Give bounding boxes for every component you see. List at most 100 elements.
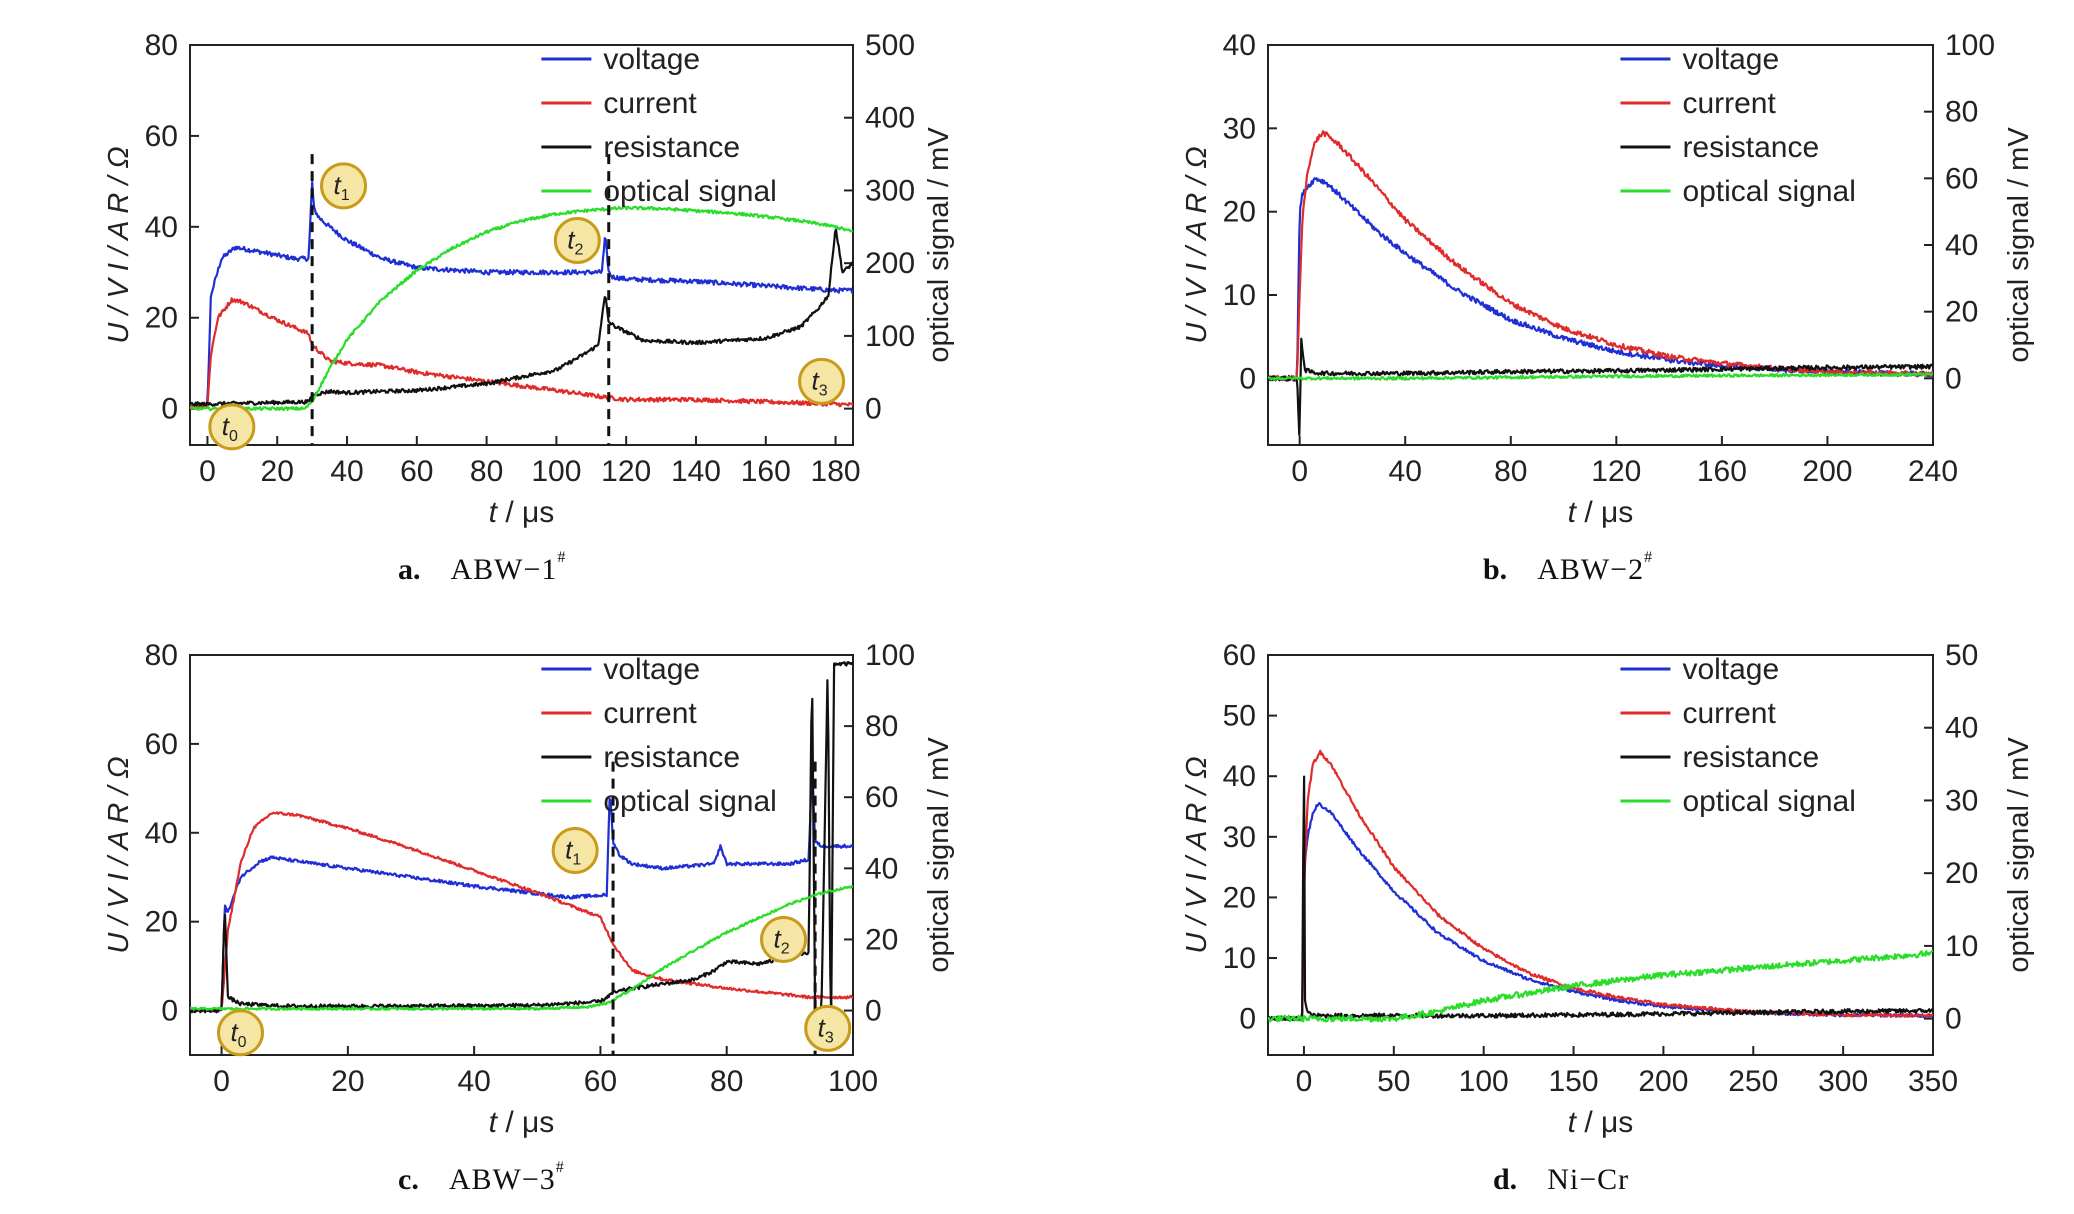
y-left-axis-label: U / V I / A R / Ω xyxy=(103,756,135,953)
time-marker-label: t1 xyxy=(565,835,581,869)
caption-name: ABW−1 xyxy=(450,553,558,586)
x-tick-label: 80 xyxy=(470,455,503,488)
time-marker-symbol: t xyxy=(333,170,342,200)
x-tick-label: 40 xyxy=(330,455,363,488)
time-marker-badge xyxy=(804,1004,852,1052)
y-left-axis-label: U / V I / A R / Ω xyxy=(1181,146,1213,343)
plot-frame xyxy=(1267,654,1934,1056)
time-marker-symbol: t xyxy=(565,835,574,865)
y-right-tick-label: 200 xyxy=(865,247,915,280)
x-axis-label: t / μs xyxy=(1568,1106,1634,1139)
legend-label: resistance xyxy=(1682,131,1819,164)
x-tick-label: 300 xyxy=(1818,1065,1868,1098)
time-marker-label: t0 xyxy=(230,1017,246,1051)
x-tick-label: 150 xyxy=(1549,1065,1599,1098)
caption-c: c. ABW−3# xyxy=(398,1159,564,1197)
x-tick-label: 0 xyxy=(1291,455,1308,488)
legend-label: resistance xyxy=(1682,741,1819,774)
caption-b: b. ABW−2# xyxy=(1483,549,1652,587)
time-marker-symbol: t xyxy=(773,923,782,953)
y-left-tick-label: 0 xyxy=(161,995,178,1028)
y-right-tick-label: 100 xyxy=(865,639,915,672)
x-tick-label: 240 xyxy=(1908,455,1958,488)
x-axis-label-unit: / μs xyxy=(1576,1106,1633,1139)
series-line-resistance xyxy=(190,661,853,1018)
time-marker-subscript: 3 xyxy=(819,382,828,399)
x-tick-label: 120 xyxy=(601,455,651,488)
x-tick-label: 350 xyxy=(1908,1065,1958,1098)
x-tick-label: 80 xyxy=(1494,455,1527,488)
caption-name: ABW−3 xyxy=(448,1163,556,1196)
y-left-tick-label: 20 xyxy=(1223,196,1256,229)
time-marker-badge xyxy=(553,216,601,264)
time-marker-label: t3 xyxy=(812,365,828,399)
y-right-axis-label: optical signal / mV xyxy=(2003,737,2035,973)
legend-label: voltage xyxy=(1682,653,1779,686)
series-line-optical-signal xyxy=(190,885,853,1011)
series-line-optical-signal xyxy=(190,205,853,412)
y-right-tick-label: 60 xyxy=(865,781,898,814)
time-marker-subscript: 0 xyxy=(238,1034,247,1051)
series-line-current xyxy=(1268,749,1933,1022)
x-tick-label: 40 xyxy=(1389,455,1422,488)
x-axis-label: t / μs xyxy=(489,1106,555,1139)
plot-frame xyxy=(189,44,854,446)
series-group xyxy=(1268,130,1933,437)
series-line-current xyxy=(190,811,853,1013)
series-line-current xyxy=(190,297,853,410)
time-marker-badge xyxy=(217,1009,265,1057)
x-tick-label: 0 xyxy=(1296,1065,1313,1098)
caption-name: ABW−2 xyxy=(1537,553,1645,586)
x-tick-label: 100 xyxy=(828,1065,878,1098)
time-marker-subscript: 0 xyxy=(229,428,238,445)
plot-frame xyxy=(1267,44,1934,446)
series-line-optical-signal xyxy=(1268,372,1933,381)
time-marker-label: t2 xyxy=(567,224,583,258)
y-right-tick-label: 40 xyxy=(1945,712,1978,745)
y-right-tick-label: 500 xyxy=(865,29,915,62)
series-line-optical-signal xyxy=(1268,949,1933,1023)
y-right-tick-label: 0 xyxy=(865,995,882,1028)
y-left-tick-label: 0 xyxy=(1239,1003,1256,1036)
x-axis-label-unit: / μs xyxy=(1576,496,1633,529)
y-left-tick-label: 0 xyxy=(161,393,178,426)
time-marker-subscript: 1 xyxy=(341,187,350,204)
y-right-tick-label: 60 xyxy=(1945,162,1978,195)
time-marker-badge xyxy=(760,915,808,963)
time-marker-symbol: t xyxy=(230,1017,239,1047)
y-left-tick-label: 30 xyxy=(1223,821,1256,854)
caption-suffix: # xyxy=(557,549,566,566)
legend-label: voltage xyxy=(603,43,700,76)
y-right-tick-label: 20 xyxy=(865,923,898,956)
series-group xyxy=(190,181,853,412)
series-line-current xyxy=(1268,130,1933,382)
plot-frame xyxy=(189,654,854,1056)
time-marker-badge xyxy=(551,827,599,875)
series-group xyxy=(190,661,853,1018)
legend-label: current xyxy=(1682,87,1776,120)
x-tick-label: 20 xyxy=(261,455,294,488)
y-left-tick-label: 20 xyxy=(1223,881,1256,914)
time-marker-symbol: t xyxy=(812,365,821,395)
y-left-tick-label: 40 xyxy=(1223,29,1256,62)
x-tick-label: 40 xyxy=(457,1065,490,1098)
time-marker-badge xyxy=(208,403,256,451)
y-right-axis-label: optical signal / mV xyxy=(2003,127,2035,363)
y-left-tick-label: 60 xyxy=(1223,639,1256,672)
y-left-tick-label: 60 xyxy=(145,120,178,153)
chart-panel-d: 0 50 100 150 200 250 300 350 0 10 20 30 40 50 60 0 10 20 3… xyxy=(1181,639,2035,1139)
y-right-tick-label: 50 xyxy=(1945,639,1978,672)
series-line-resistance xyxy=(190,227,853,407)
y-left-tick-label: 30 xyxy=(1223,112,1256,145)
caption-letter: b. xyxy=(1483,553,1508,586)
time-marker-subscript: 1 xyxy=(572,852,581,869)
y-right-tick-label: 10 xyxy=(1945,930,1978,963)
x-tick-label: 20 xyxy=(331,1065,364,1098)
legend-label: voltage xyxy=(603,653,700,686)
time-marker-label: t0 xyxy=(222,411,238,445)
y-right-tick-label: 300 xyxy=(865,174,915,207)
time-marker-label: t3 xyxy=(818,1012,834,1046)
time-marker-subscript: 2 xyxy=(574,241,583,258)
caption-letter: c. xyxy=(398,1163,419,1196)
